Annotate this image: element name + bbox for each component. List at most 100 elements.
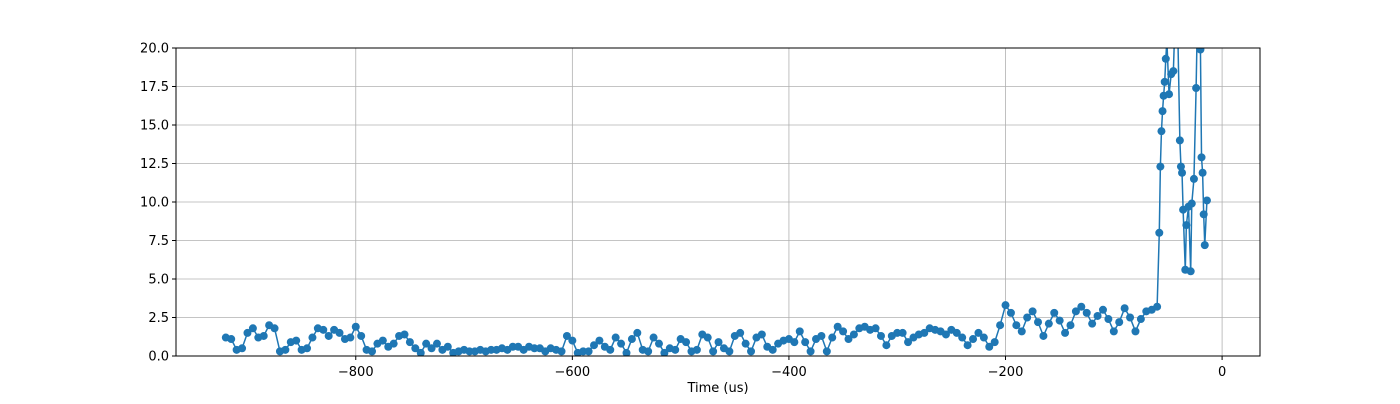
- data-point: [584, 347, 593, 356]
- data-point: [335, 328, 344, 337]
- data-point: [1192, 84, 1201, 93]
- data-point: [741, 339, 750, 348]
- data-point: [622, 348, 631, 356]
- data-point: [882, 341, 891, 350]
- plot-area: [221, 36, 1211, 356]
- data-point: [427, 344, 436, 353]
- data-point: [1012, 321, 1021, 330]
- data-point: [1093, 311, 1102, 320]
- data-point: [389, 339, 398, 348]
- data-point: [557, 347, 566, 356]
- data-point: [243, 328, 252, 337]
- data-point: [1120, 304, 1129, 313]
- data-point: [248, 324, 257, 333]
- x-tick-label: −400: [771, 365, 807, 380]
- data-point: [1050, 308, 1059, 317]
- data-point: [1028, 307, 1037, 316]
- data-point: [768, 345, 777, 354]
- data-point: [259, 331, 268, 340]
- data-point: [1066, 321, 1075, 330]
- data-point: [1104, 315, 1113, 324]
- data-point: [654, 339, 663, 348]
- data-point: [941, 330, 950, 339]
- data-point: [849, 330, 858, 339]
- ticks: 0.0 2.5 5.0 7.5 10.0 12.5 15.0 17.5 20.0 −800 −600…: [140, 42, 1226, 381]
- data-point: [963, 341, 972, 350]
- data-point: [990, 338, 999, 347]
- data-point: [308, 333, 317, 342]
- data-point: [692, 345, 701, 354]
- data-point: [1039, 331, 1048, 340]
- data-point: [1055, 316, 1064, 325]
- data-point: [1202, 196, 1211, 205]
- data-point: [1189, 174, 1198, 183]
- data-point: [378, 336, 387, 345]
- data-point: [817, 331, 826, 340]
- data-point: [871, 324, 880, 333]
- y-tick-label: 12.5: [140, 157, 169, 172]
- data-point: [1017, 327, 1026, 336]
- x-axis-label: Time (us): [686, 381, 748, 396]
- data-point: [822, 347, 831, 356]
- data-point: [351, 322, 360, 331]
- data-point: [682, 338, 691, 347]
- data-point: [400, 330, 409, 339]
- data-point: [611, 333, 620, 342]
- data-point: [1200, 241, 1209, 250]
- data-point: [790, 338, 799, 347]
- data-point: [747, 347, 756, 356]
- data-point: [703, 333, 712, 342]
- data-point: [996, 321, 1005, 330]
- data-point: [1034, 318, 1043, 327]
- data-point: [644, 347, 653, 356]
- data-point: [1198, 168, 1207, 177]
- y-tick-label: 20.0: [140, 42, 169, 57]
- data-point: [958, 333, 967, 342]
- data-point: [1155, 228, 1164, 237]
- data-point: [1197, 153, 1206, 162]
- x-tick-label: −600: [554, 365, 590, 380]
- data-point: [270, 324, 279, 333]
- data-point: [633, 328, 642, 337]
- data-point: [1061, 328, 1070, 337]
- data-point: [898, 328, 907, 337]
- data-point: [876, 331, 885, 340]
- data-point: [1175, 136, 1184, 145]
- data-point: [844, 335, 853, 344]
- data-point: [292, 336, 301, 345]
- data-point: [1136, 315, 1145, 324]
- data-point: [1153, 302, 1162, 311]
- data-point: [1178, 168, 1187, 177]
- data-point: [1082, 308, 1091, 317]
- data-point: [606, 345, 615, 354]
- data-point: [1163, 36, 1171, 44]
- data-point: [1131, 327, 1140, 336]
- data-point: [1169, 67, 1178, 76]
- data-point: [1187, 199, 1196, 208]
- grid: [176, 47, 1260, 357]
- data-point: [1161, 54, 1170, 63]
- x-tick-label: 0: [1218, 365, 1226, 380]
- data-point: [1115, 318, 1124, 327]
- data-point: [432, 339, 441, 348]
- data-point: [757, 330, 766, 339]
- data-point: [979, 333, 988, 342]
- data-point: [1199, 210, 1208, 219]
- data-point: [1077, 302, 1086, 311]
- data-point: [709, 347, 718, 356]
- data-point: [1176, 162, 1185, 171]
- data-point: [319, 325, 328, 334]
- data-point: [1158, 107, 1167, 116]
- data-point: [1023, 313, 1032, 322]
- data-point: [590, 341, 599, 350]
- data-point: [617, 339, 626, 348]
- data-point: [568, 336, 577, 345]
- data-point: [649, 333, 658, 342]
- data-point: [952, 328, 961, 337]
- data-point: [714, 338, 723, 347]
- data-point: [1126, 313, 1135, 322]
- data-point: [357, 331, 366, 340]
- data-point: [368, 347, 377, 356]
- data-point: [346, 333, 355, 342]
